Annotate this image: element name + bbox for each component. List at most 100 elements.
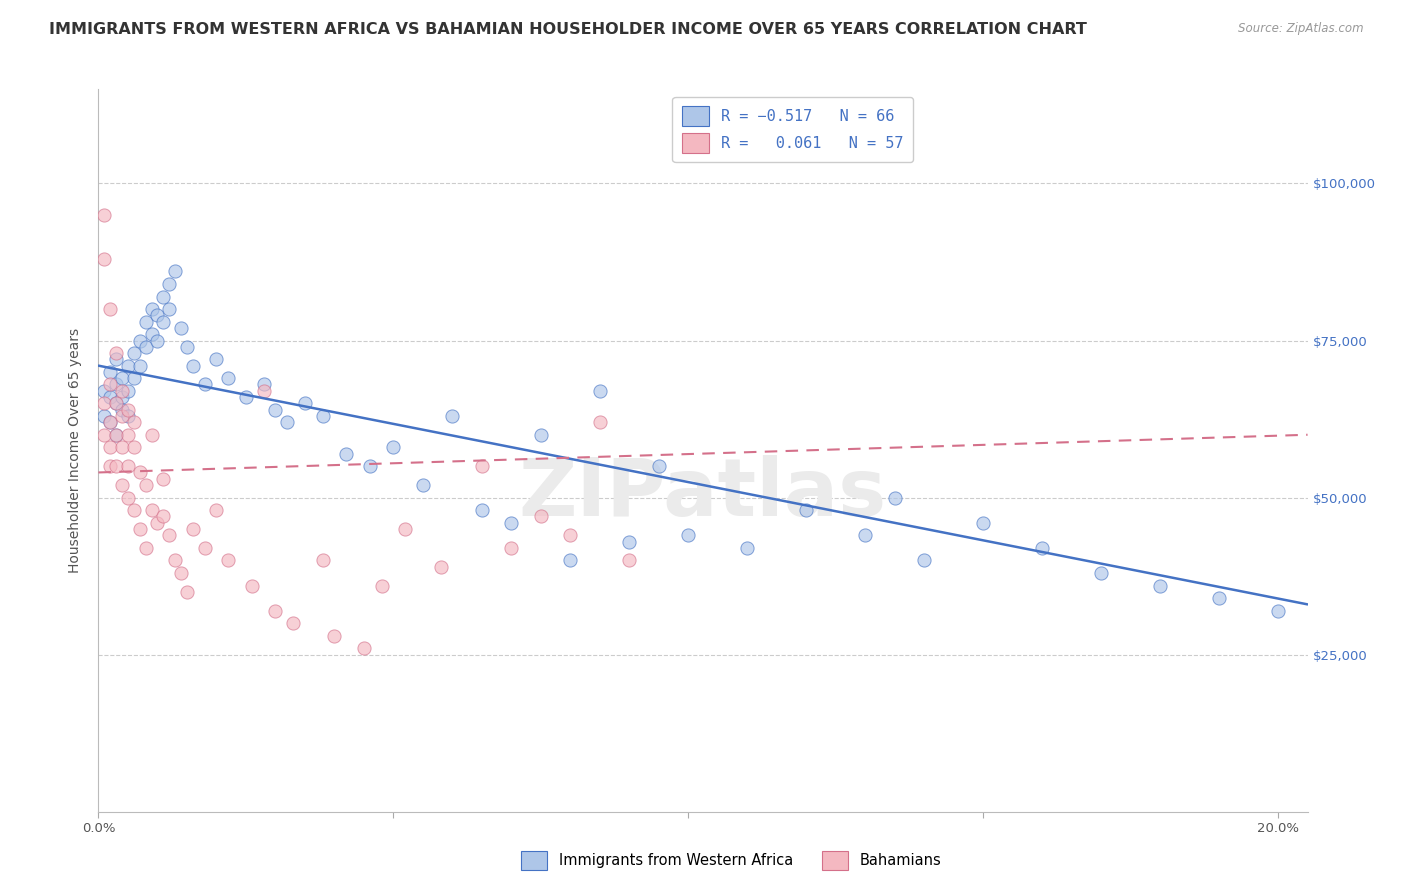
Point — [181, 522, 204, 536]
Point — [111, 478, 134, 492]
Point — [157, 528, 180, 542]
Point — [135, 340, 157, 354]
Point — [471, 503, 494, 517]
Point — [93, 384, 115, 398]
Point — [146, 516, 169, 530]
Point — [105, 346, 128, 360]
Point — [217, 371, 239, 385]
Point — [117, 384, 139, 398]
Point — [135, 478, 157, 492]
Point — [152, 472, 174, 486]
Point — [530, 509, 553, 524]
Point — [205, 352, 228, 367]
Point — [264, 604, 287, 618]
Point — [122, 415, 145, 429]
Point — [394, 522, 416, 536]
Legend: Immigrants from Western Africa, Bahamians: Immigrants from Western Africa, Bahamian… — [515, 846, 948, 876]
Point — [276, 415, 298, 429]
Point — [111, 390, 134, 404]
Point — [122, 440, 145, 454]
Point — [794, 503, 817, 517]
Point — [972, 516, 994, 530]
Point — [252, 377, 274, 392]
Point — [240, 578, 263, 592]
Point — [111, 402, 134, 417]
Point — [117, 459, 139, 474]
Point — [589, 384, 612, 398]
Point — [883, 491, 905, 505]
Point — [382, 440, 405, 454]
Point — [98, 459, 121, 474]
Point — [157, 277, 180, 291]
Point — [128, 466, 150, 480]
Point — [128, 359, 150, 373]
Point — [1149, 578, 1171, 592]
Point — [217, 553, 239, 567]
Point — [205, 503, 228, 517]
Point — [370, 578, 392, 592]
Point — [194, 377, 217, 392]
Point — [152, 289, 174, 303]
Point — [1031, 541, 1053, 555]
Point — [648, 459, 671, 474]
Point — [98, 415, 121, 429]
Point — [135, 541, 157, 555]
Point — [93, 208, 115, 222]
Point — [141, 503, 163, 517]
Point — [471, 459, 494, 474]
Point — [412, 478, 434, 492]
Point — [157, 302, 180, 317]
Point — [429, 559, 451, 574]
Point — [501, 516, 523, 530]
Point — [105, 427, 128, 442]
Y-axis label: Householder Income Over 65 years: Householder Income Over 65 years — [69, 328, 83, 573]
Point — [353, 641, 375, 656]
Point — [111, 371, 134, 385]
Point — [105, 352, 128, 367]
Point — [105, 427, 128, 442]
Point — [98, 302, 121, 317]
Point — [1208, 591, 1230, 606]
Point — [111, 409, 134, 423]
Point — [98, 365, 121, 379]
Point — [98, 377, 121, 392]
Point — [117, 427, 139, 442]
Point — [128, 334, 150, 348]
Text: IMMIGRANTS FROM WESTERN AFRICA VS BAHAMIAN HOUSEHOLDER INCOME OVER 65 YEARS CORR: IMMIGRANTS FROM WESTERN AFRICA VS BAHAMI… — [49, 22, 1087, 37]
Point — [176, 584, 198, 599]
Point — [235, 390, 257, 404]
Point — [93, 409, 115, 423]
Point — [853, 528, 876, 542]
Point — [294, 396, 316, 410]
Point — [589, 415, 612, 429]
Point — [146, 309, 169, 323]
Point — [560, 553, 582, 567]
Point — [252, 384, 274, 398]
Point — [111, 384, 134, 398]
Point — [152, 315, 174, 329]
Point — [194, 541, 217, 555]
Text: Source: ZipAtlas.com: Source: ZipAtlas.com — [1239, 22, 1364, 36]
Point — [678, 528, 700, 542]
Point — [117, 402, 139, 417]
Point — [264, 402, 287, 417]
Point — [135, 315, 157, 329]
Point — [105, 377, 128, 392]
Point — [170, 321, 193, 335]
Point — [176, 340, 198, 354]
Point — [117, 359, 139, 373]
Point — [122, 371, 145, 385]
Point — [619, 553, 641, 567]
Point — [117, 409, 139, 423]
Point — [117, 491, 139, 505]
Point — [122, 503, 145, 517]
Point — [98, 415, 121, 429]
Point — [170, 566, 193, 580]
Point — [530, 427, 553, 442]
Point — [93, 396, 115, 410]
Point — [105, 459, 128, 474]
Point — [98, 440, 121, 454]
Point — [152, 509, 174, 524]
Point — [323, 629, 346, 643]
Point — [912, 553, 935, 567]
